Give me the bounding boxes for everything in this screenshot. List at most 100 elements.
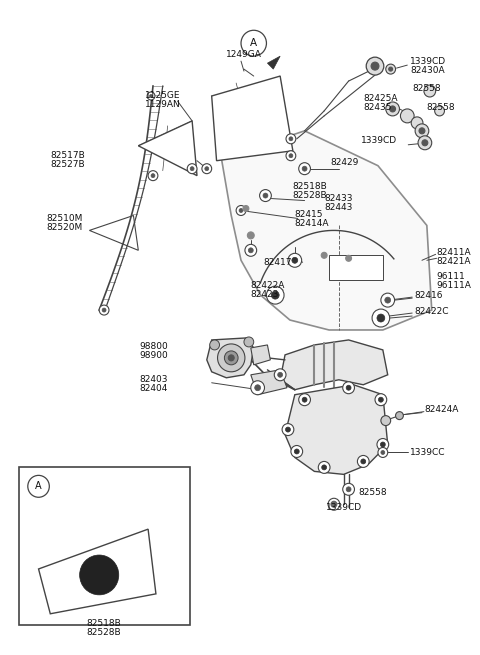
Circle shape [289, 154, 293, 158]
Circle shape [396, 411, 403, 420]
Circle shape [28, 476, 49, 497]
Text: A: A [35, 481, 42, 491]
Circle shape [346, 487, 351, 492]
Text: 1339CD: 1339CD [410, 56, 446, 66]
Text: 1339CC: 1339CC [410, 448, 446, 457]
Polygon shape [207, 338, 254, 378]
Text: 82424A: 82424A [424, 405, 458, 414]
Circle shape [378, 397, 384, 402]
Circle shape [148, 171, 158, 181]
Circle shape [400, 109, 414, 123]
Circle shape [381, 416, 391, 426]
Circle shape [99, 305, 109, 315]
Text: 82415: 82415 [295, 210, 324, 219]
Circle shape [378, 447, 388, 457]
Circle shape [299, 162, 311, 175]
Text: 82527B: 82527B [50, 160, 85, 169]
Circle shape [385, 297, 391, 303]
Circle shape [151, 174, 155, 178]
Text: 82520M: 82520M [47, 223, 83, 232]
Circle shape [332, 502, 336, 507]
Circle shape [415, 124, 429, 138]
Text: A: A [250, 38, 257, 48]
Text: 1125GE: 1125GE [145, 92, 180, 100]
Text: 82414A: 82414A [295, 219, 329, 228]
Text: 82518B: 82518B [87, 619, 121, 628]
Text: 98800: 98800 [139, 343, 168, 352]
Text: 82510M: 82510M [47, 214, 83, 223]
Circle shape [263, 193, 268, 198]
Circle shape [375, 394, 387, 405]
Text: 82429: 82429 [330, 159, 359, 167]
Circle shape [377, 439, 389, 451]
Polygon shape [329, 255, 383, 280]
Circle shape [80, 555, 119, 595]
Circle shape [286, 427, 290, 432]
Polygon shape [89, 215, 138, 250]
Circle shape [343, 483, 354, 495]
Circle shape [422, 140, 428, 146]
Text: 1129AN: 1129AN [145, 100, 180, 109]
Circle shape [190, 166, 194, 171]
Circle shape [291, 445, 302, 457]
Circle shape [282, 424, 294, 436]
Polygon shape [285, 384, 388, 474]
Text: 82416: 82416 [414, 291, 443, 299]
Circle shape [247, 232, 254, 239]
Text: 82558: 82558 [427, 103, 456, 113]
Circle shape [243, 206, 249, 212]
Polygon shape [138, 121, 197, 176]
Text: 82517B: 82517B [50, 151, 85, 160]
Text: 82422C: 82422C [414, 307, 449, 316]
Circle shape [418, 136, 432, 150]
Circle shape [266, 286, 284, 304]
Circle shape [217, 344, 245, 372]
Circle shape [321, 252, 327, 258]
Text: 82558: 82558 [359, 488, 387, 496]
Text: 82528B: 82528B [293, 191, 327, 200]
Circle shape [343, 382, 354, 394]
Circle shape [205, 166, 209, 171]
Circle shape [274, 369, 286, 381]
Circle shape [288, 253, 301, 267]
Circle shape [371, 62, 379, 70]
Circle shape [346, 255, 351, 261]
Circle shape [278, 372, 283, 377]
Circle shape [331, 501, 337, 507]
Circle shape [289, 137, 293, 141]
Circle shape [245, 244, 257, 256]
Circle shape [299, 394, 311, 405]
Text: 82403: 82403 [139, 375, 168, 384]
Circle shape [239, 208, 243, 212]
FancyBboxPatch shape [19, 468, 190, 625]
Circle shape [346, 385, 351, 390]
Text: 96111: 96111 [437, 272, 466, 281]
Circle shape [386, 102, 399, 116]
Text: 82518B: 82518B [293, 182, 328, 191]
Polygon shape [280, 340, 388, 390]
Circle shape [251, 381, 264, 395]
Circle shape [255, 384, 261, 391]
Text: 82430A: 82430A [410, 66, 445, 75]
Text: 1339CD: 1339CD [325, 503, 362, 512]
Polygon shape [251, 370, 287, 395]
Circle shape [150, 94, 153, 98]
Circle shape [411, 117, 423, 129]
Circle shape [389, 67, 393, 71]
Text: 82443: 82443 [324, 203, 352, 212]
Circle shape [366, 57, 384, 75]
Circle shape [286, 134, 296, 144]
Text: 82423: 82423 [251, 290, 279, 299]
Text: 82435: 82435 [363, 103, 392, 113]
Circle shape [260, 189, 271, 202]
Circle shape [380, 442, 385, 447]
Circle shape [424, 85, 436, 97]
Polygon shape [38, 529, 156, 614]
Circle shape [202, 164, 212, 174]
Circle shape [302, 166, 307, 171]
Text: 82558: 82558 [412, 84, 441, 92]
Circle shape [286, 151, 296, 160]
Text: 1249GA: 1249GA [226, 50, 262, 59]
Circle shape [435, 106, 444, 116]
Circle shape [228, 355, 234, 361]
